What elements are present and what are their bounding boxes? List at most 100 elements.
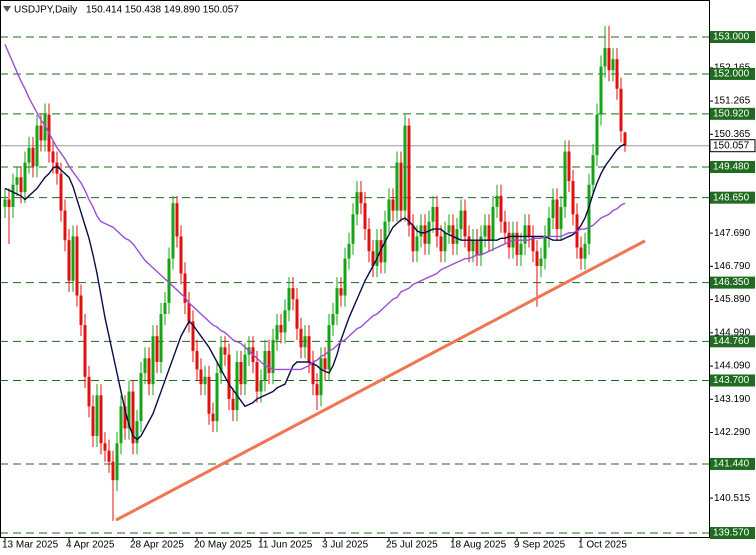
level-label: 146.350 (713, 277, 750, 288)
candle-body (183, 273, 187, 303)
ohlc-readout: 150.414 150.438 149.890 150.057 (86, 5, 239, 16)
candle-body (547, 217, 551, 237)
level-label-box (710, 276, 755, 289)
candle-body (83, 325, 87, 377)
candle-body (87, 376, 91, 407)
candle-body (131, 391, 135, 444)
candle-body (67, 240, 71, 281)
candle-body (255, 362, 259, 392)
candle-body (235, 362, 239, 411)
candle-body (507, 232, 511, 248)
candle-body (563, 151, 567, 207)
candle-body (283, 310, 287, 333)
candle-body (619, 88, 623, 132)
candle-body (107, 450, 111, 462)
candle-body (243, 354, 247, 385)
candle-body (35, 125, 39, 167)
candle-body (471, 240, 475, 252)
candle-body (199, 369, 203, 385)
candle-body (591, 155, 595, 185)
x-tick-label: 28 Apr 2025 (130, 540, 184, 551)
candle-body (387, 199, 391, 222)
candle-body (307, 336, 311, 363)
level-label-box (710, 67, 755, 80)
candle-body (523, 225, 527, 244)
candle-body (63, 210, 67, 241)
candle-body (535, 251, 539, 266)
moving-average-line (4, 44, 626, 371)
candle-body (327, 325, 331, 370)
x-tick-label: 13 Mar 2025 (2, 540, 59, 551)
candle-body (495, 195, 499, 207)
candle-body (71, 236, 75, 281)
candle-body (595, 114, 599, 156)
candle-body (611, 59, 615, 71)
candle-body (399, 162, 403, 211)
candle-body (539, 258, 543, 266)
candle-body (355, 192, 359, 215)
candle-body (603, 48, 607, 67)
candle-body (567, 151, 571, 182)
level-label-box (710, 161, 755, 174)
symbol-icon (3, 6, 11, 12)
level-label: 141.440 (713, 459, 750, 470)
candle-body (391, 199, 395, 211)
level-label-box (710, 31, 755, 44)
candle-body (171, 203, 175, 259)
candle-body (227, 354, 231, 399)
candle-body (555, 199, 559, 230)
x-tick-label: 18 Aug 2025 (450, 540, 507, 551)
level-label: 152.000 (713, 69, 750, 80)
candle-body (271, 339, 275, 374)
x-tick-label: 1 Oct 2025 (578, 540, 627, 551)
candle-body (379, 240, 383, 263)
candle-body (239, 362, 243, 385)
candle-body (475, 240, 479, 255)
candle-body (51, 151, 55, 163)
x-tick-label: 11 Jun 2025 (258, 540, 313, 551)
candle-body (151, 336, 155, 385)
candle-body (19, 177, 23, 193)
candle-body (371, 251, 375, 266)
candle-body (339, 288, 343, 296)
last-price-label: 150.057 (713, 140, 750, 151)
x-tick-label: 20 May 2025 (194, 540, 252, 551)
level-label-box (710, 107, 755, 120)
candle-body (363, 203, 367, 230)
x-tick-label: 4 Apr 2025 (66, 540, 115, 551)
y-tick-label: 151.265 (714, 96, 751, 107)
candle-body (543, 236, 547, 259)
candle-body (291, 288, 295, 300)
candle-body (331, 314, 335, 326)
candle-body (259, 380, 263, 392)
candle-body (319, 358, 323, 396)
candle-body (303, 336, 307, 348)
y-tick-label: 147.690 (714, 228, 751, 239)
candle-body (155, 336, 159, 363)
candle-body (203, 376, 207, 385)
candle-body (127, 391, 131, 429)
candle-body (147, 358, 151, 385)
x-tick-label: 3 Jul 2025 (322, 540, 369, 551)
candle-body (311, 362, 315, 385)
candle-body (579, 247, 583, 259)
candle-body (211, 413, 215, 422)
candle-body (103, 443, 107, 451)
candle-body (219, 347, 223, 374)
candle-body (499, 195, 503, 222)
y-tick-label: 144.990 (714, 327, 751, 338)
candle-body (323, 358, 327, 370)
candle-body (571, 181, 575, 215)
level-label: 149.480 (713, 162, 750, 173)
candle-body (479, 236, 483, 255)
y-tick-label: 146.790 (714, 261, 751, 272)
candle-body (75, 236, 79, 296)
candle-body (463, 210, 467, 237)
level-label: 150.920 (713, 108, 750, 119)
candle-body (411, 225, 415, 252)
candle-body (91, 406, 95, 436)
candle-body (187, 302, 191, 322)
candle-body (527, 225, 531, 237)
level-label: 153.000 (713, 32, 750, 43)
